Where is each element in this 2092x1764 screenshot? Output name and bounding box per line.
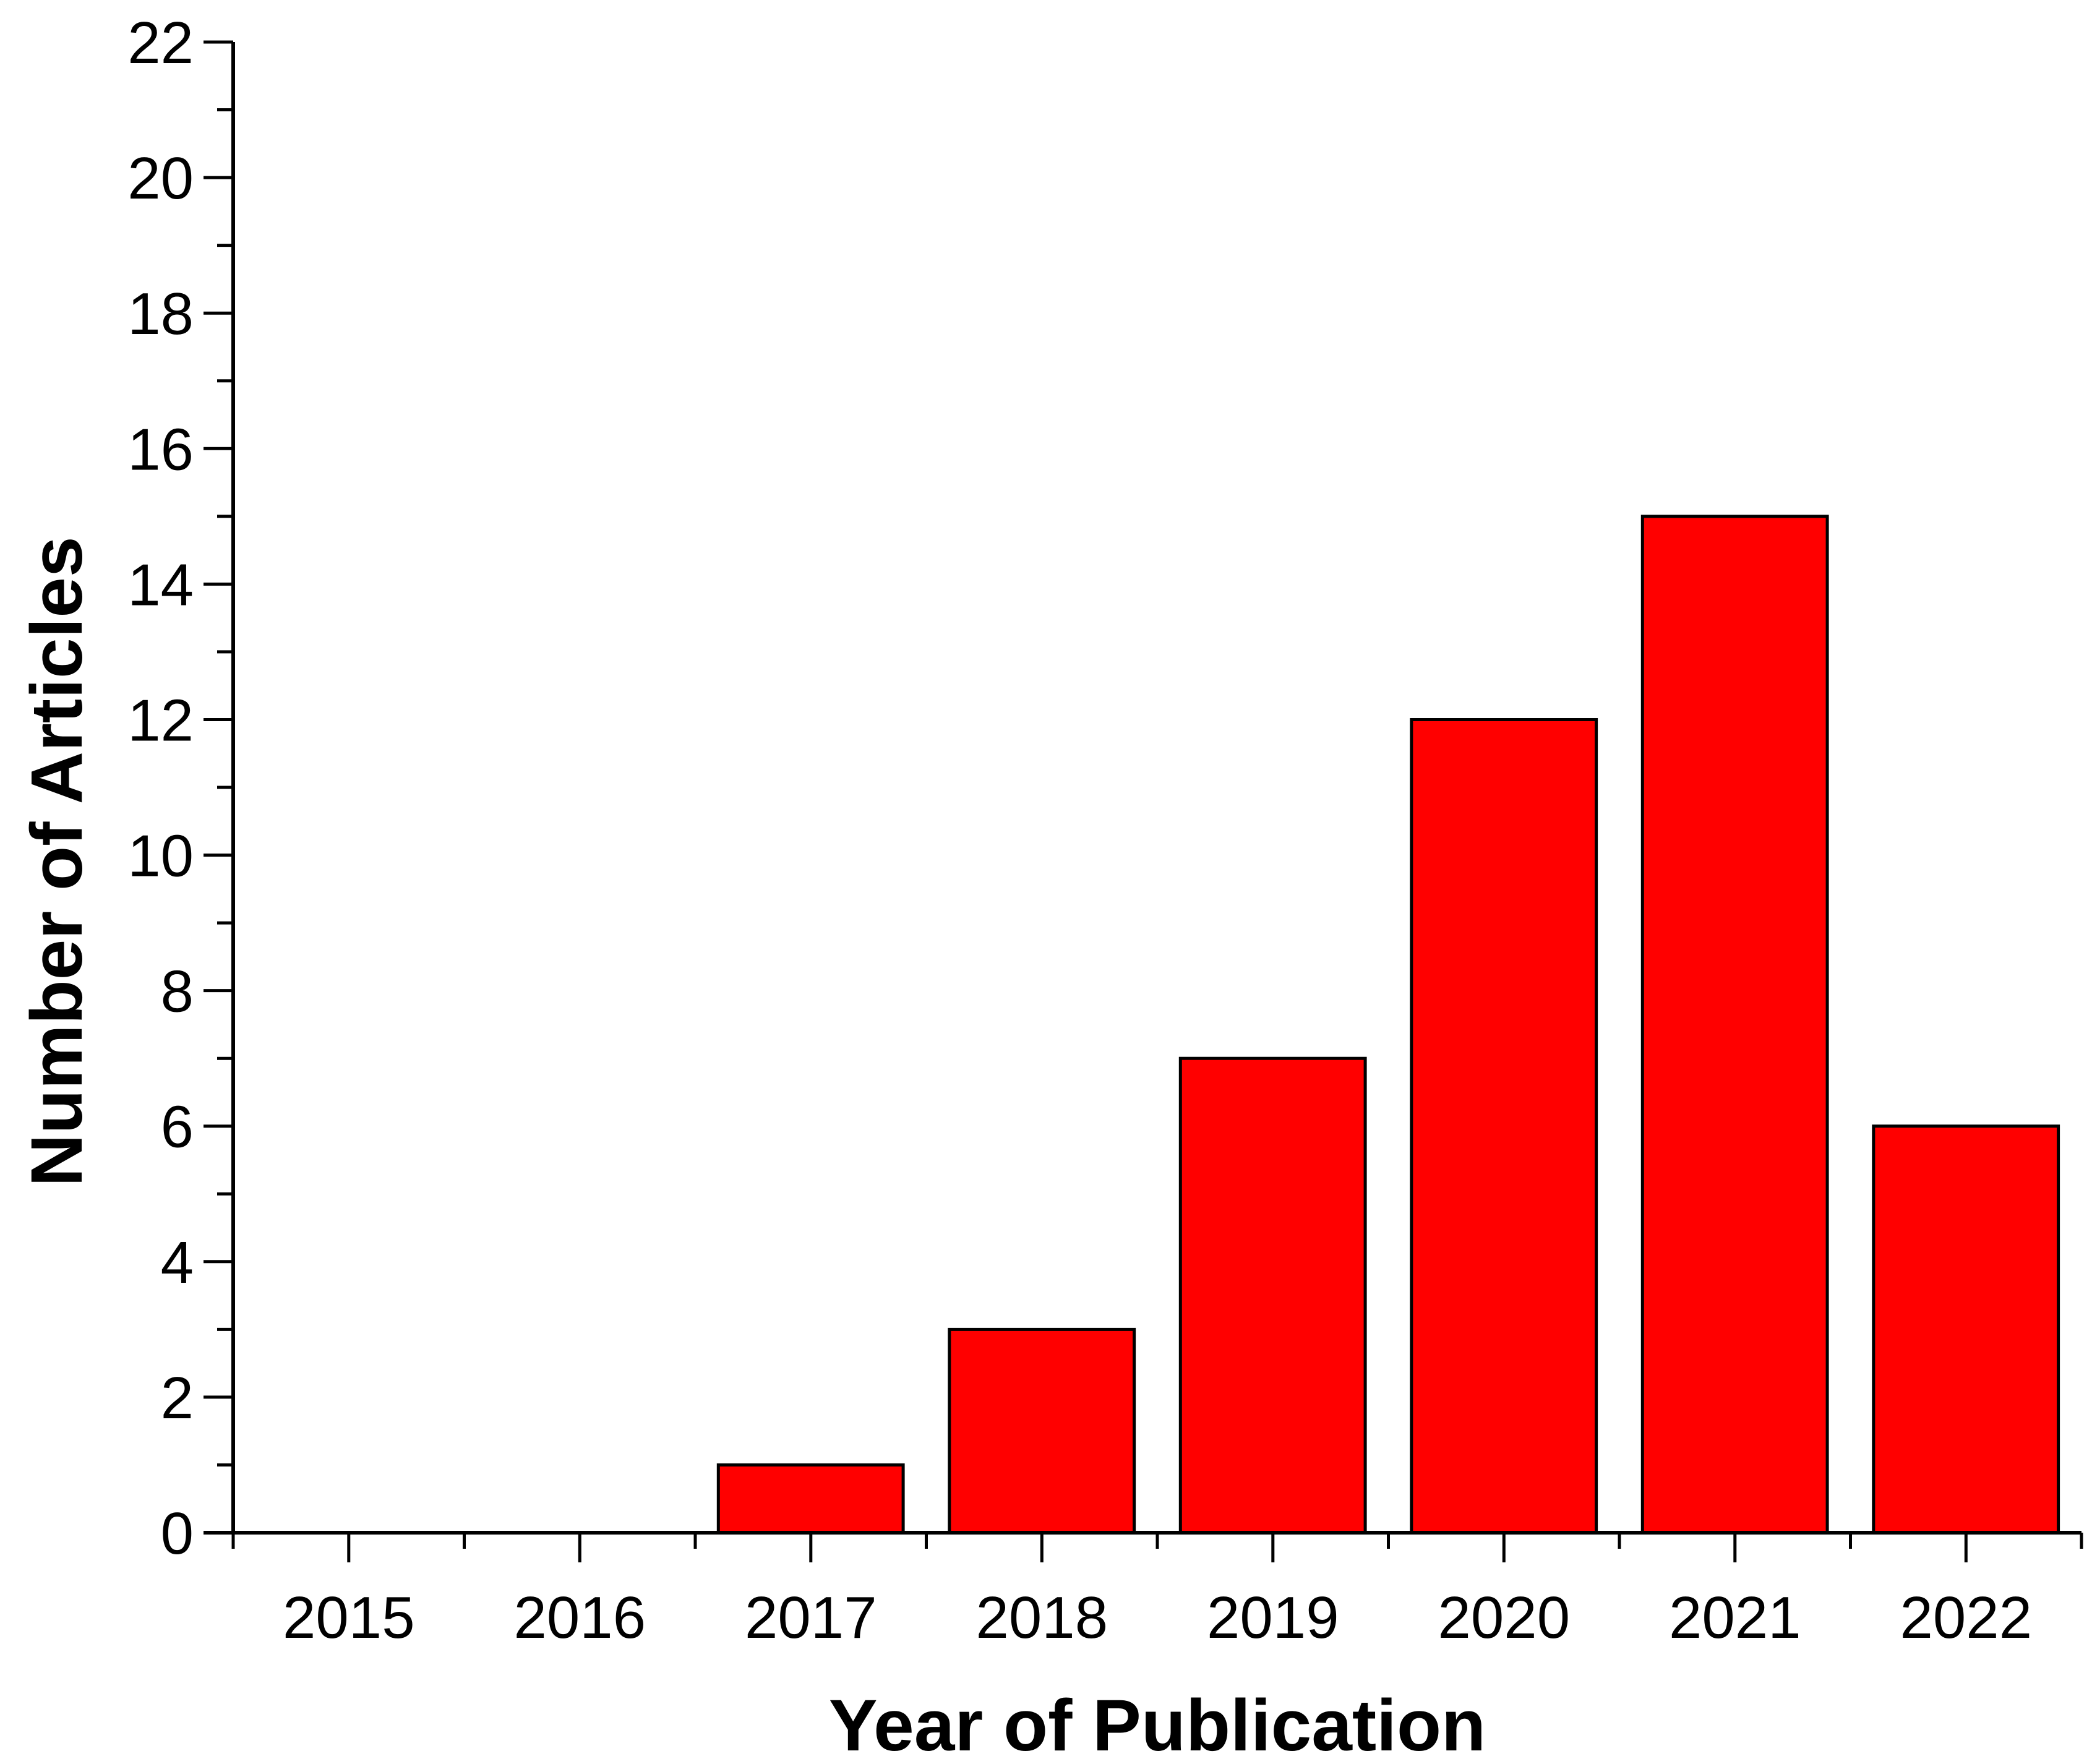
y-tick-label: 16 <box>127 416 194 482</box>
y-tick-label: 0 <box>161 1501 194 1567</box>
x-tick-label-2019: 2019 <box>1207 1585 1339 1651</box>
bar-2020 <box>1410 718 1598 1535</box>
x-axis-title: Year of Publication <box>829 1685 1486 1764</box>
y-tick-label: 10 <box>127 823 194 889</box>
x-tick-label-2022: 2022 <box>1900 1585 2033 1651</box>
y-tick-label: 4 <box>161 1230 194 1296</box>
y-tick-label: 18 <box>127 281 194 347</box>
y-tick-label: 2 <box>161 1365 194 1431</box>
x-tick-label-2017: 2017 <box>745 1585 877 1651</box>
y-tick-label: 20 <box>127 145 194 212</box>
bar-2019 <box>1178 1056 1367 1535</box>
y-tick-label: 14 <box>127 552 194 618</box>
y-tick-label: 22 <box>127 10 194 76</box>
x-tick-label-2015: 2015 <box>283 1585 415 1651</box>
bar-2018 <box>948 1327 1136 1535</box>
y-ticks: 0 2 4 6 8 10 12 14 16 18 20 22 <box>127 10 233 1567</box>
bar-2017 <box>716 1463 905 1535</box>
y-tick-label: 12 <box>127 688 194 754</box>
bars <box>716 515 2060 1535</box>
x-ticks: 2015 2016 2017 2018 2019 2020 2021 2022 <box>231 1533 2083 1651</box>
bar-2021 <box>1640 515 1829 1535</box>
x-tick-label-2016: 2016 <box>514 1585 646 1651</box>
y-tick-label: 8 <box>161 959 194 1025</box>
y-tick-label: 6 <box>161 1094 194 1160</box>
bar-2022 <box>1872 1124 2060 1535</box>
x-tick-label-2020: 2020 <box>1438 1585 1571 1651</box>
y-axis-title: Number of Articles <box>16 536 98 1186</box>
x-tick-label-2018: 2018 <box>976 1585 1108 1651</box>
x-tick-label-2021: 2021 <box>1669 1585 1801 1651</box>
